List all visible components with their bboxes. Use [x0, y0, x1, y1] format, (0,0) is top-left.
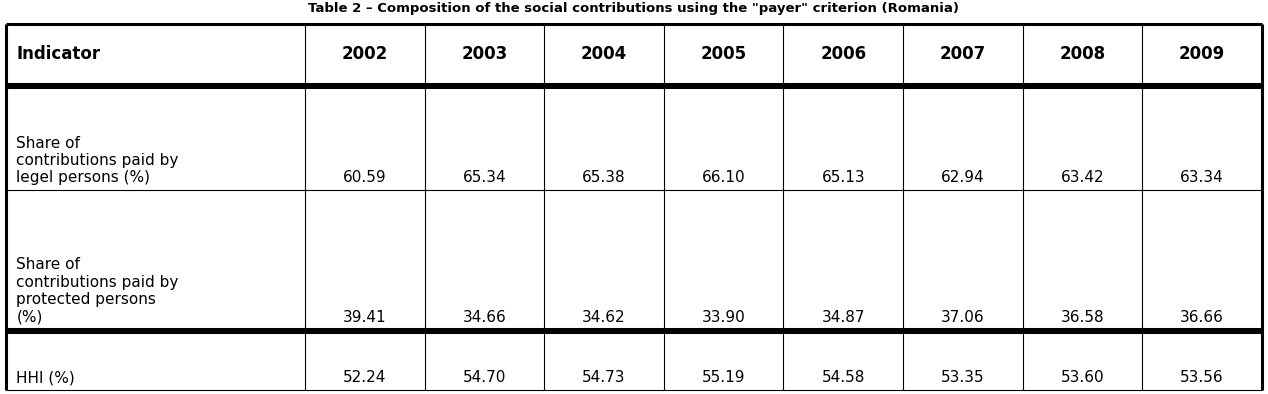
Text: 53.60: 53.60	[1060, 370, 1104, 385]
Text: Indicator: Indicator	[16, 45, 100, 63]
Text: 36.58: 36.58	[1060, 310, 1104, 325]
Text: 39.41: 39.41	[344, 310, 387, 325]
Text: 2007: 2007	[940, 45, 987, 63]
Text: 53.56: 53.56	[1181, 370, 1224, 385]
Text: 2005: 2005	[701, 45, 747, 63]
Text: 34.66: 34.66	[463, 310, 506, 325]
Text: 34.62: 34.62	[582, 310, 626, 325]
Text: 62.94: 62.94	[941, 171, 984, 186]
Text: 65.34: 65.34	[463, 171, 506, 186]
Text: 36.66: 36.66	[1181, 310, 1224, 325]
Text: HHI (%): HHI (%)	[16, 370, 75, 385]
Text: 63.34: 63.34	[1181, 171, 1224, 186]
Text: 52.24: 52.24	[344, 370, 387, 385]
Text: 2003: 2003	[462, 45, 507, 63]
Text: 54.73: 54.73	[582, 370, 626, 385]
Text: 65.38: 65.38	[582, 171, 626, 186]
Text: 55.19: 55.19	[702, 370, 746, 385]
Text: 34.87: 34.87	[822, 310, 865, 325]
Text: 54.70: 54.70	[463, 370, 506, 385]
Text: 54.58: 54.58	[822, 370, 865, 385]
Text: 66.10: 66.10	[702, 171, 746, 186]
Text: 2009: 2009	[1179, 45, 1225, 63]
Text: Share of
contributions paid by
protected persons
(%): Share of contributions paid by protected…	[16, 257, 179, 325]
Text: 2002: 2002	[342, 45, 388, 63]
Text: 2008: 2008	[1059, 45, 1106, 63]
Text: 33.90: 33.90	[701, 310, 746, 325]
Text: 63.42: 63.42	[1060, 171, 1104, 186]
Text: 37.06: 37.06	[941, 310, 984, 325]
Text: 65.13: 65.13	[822, 171, 865, 186]
Text: 2004: 2004	[581, 45, 628, 63]
Text: Table 2 – Composition of the social contributions using the "payer" criterion (R: Table 2 – Composition of the social cont…	[308, 2, 960, 15]
Text: Share of
contributions paid by
legel persons (%): Share of contributions paid by legel per…	[16, 136, 179, 186]
Text: 60.59: 60.59	[344, 171, 387, 186]
Text: 2006: 2006	[820, 45, 866, 63]
Text: 53.35: 53.35	[941, 370, 984, 385]
